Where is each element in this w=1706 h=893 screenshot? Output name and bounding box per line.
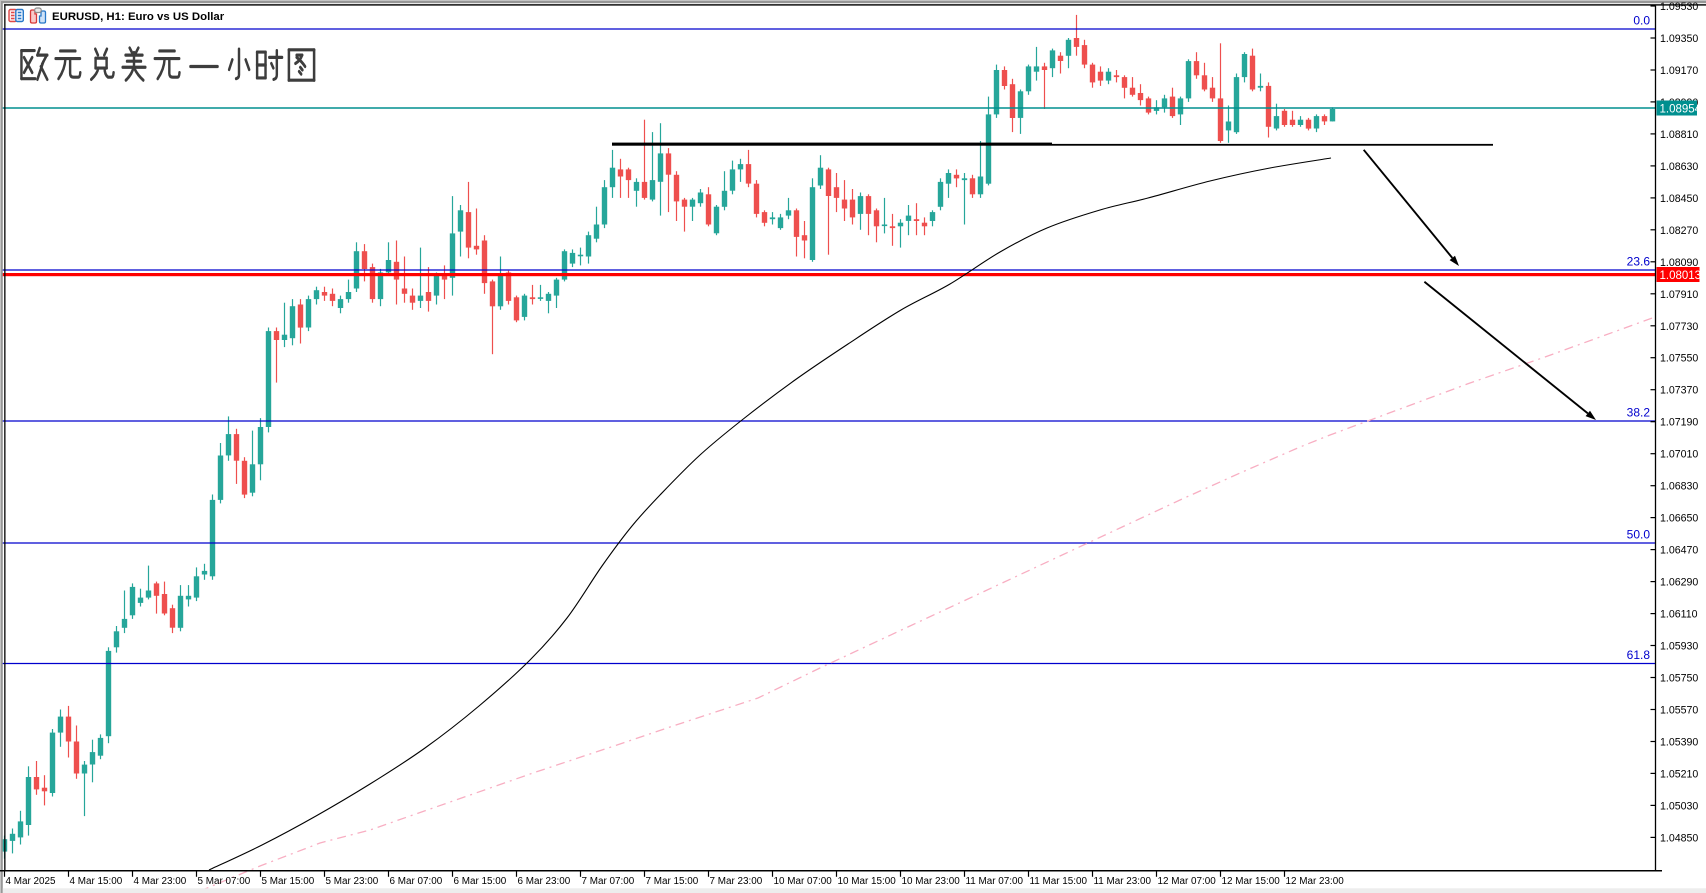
- svg-text:1.08270: 1.08270: [1660, 225, 1698, 237]
- svg-text:50.0: 50.0: [1627, 528, 1651, 542]
- svg-text:23.6: 23.6: [1627, 255, 1651, 269]
- svg-text:1.08450: 1.08450: [1660, 193, 1698, 205]
- svg-text:6 Mar 23:00: 6 Mar 23:00: [518, 876, 571, 887]
- svg-text:1.08810: 1.08810: [1660, 129, 1698, 141]
- svg-text:1.07190: 1.07190: [1660, 417, 1698, 429]
- svg-text:4 Mar 15:00: 4 Mar 15:00: [70, 876, 123, 887]
- svg-text:7 Mar 15:00: 7 Mar 15:00: [646, 876, 699, 887]
- svg-text:1.09170: 1.09170: [1660, 65, 1698, 77]
- svg-text:12 Mar 23:00: 12 Mar 23:00: [1286, 876, 1345, 887]
- svg-text:5 Mar 07:00: 5 Mar 07:00: [198, 876, 251, 887]
- svg-text:10 Mar 23:00: 10 Mar 23:00: [902, 876, 961, 887]
- svg-text:1.06650: 1.06650: [1660, 513, 1698, 525]
- svg-text:1.06290: 1.06290: [1660, 577, 1698, 589]
- svg-text:1.09530: 1.09530: [1660, 1, 1698, 13]
- svg-text:1.07010: 1.07010: [1660, 449, 1698, 461]
- svg-text:1.05930: 1.05930: [1660, 641, 1698, 653]
- svg-text:1.08090: 1.08090: [1660, 257, 1698, 269]
- svg-text:61.8: 61.8: [1627, 648, 1651, 662]
- svg-text:1.06470: 1.06470: [1660, 545, 1698, 557]
- svg-text:1.07730: 1.07730: [1660, 321, 1698, 333]
- svg-text:4 Mar 23:00: 4 Mar 23:00: [134, 876, 187, 887]
- svg-text:1.05390: 1.05390: [1660, 737, 1698, 749]
- svg-text:7 Mar 23:00: 7 Mar 23:00: [710, 876, 763, 887]
- svg-text:0.0: 0.0: [1633, 14, 1650, 28]
- svg-text:10 Mar 07:00: 10 Mar 07:00: [774, 876, 833, 887]
- svg-text:1.08630: 1.08630: [1660, 161, 1698, 173]
- svg-text:1.05570: 1.05570: [1660, 705, 1698, 717]
- svg-text:6 Mar 07:00: 6 Mar 07:00: [390, 876, 443, 887]
- svg-text:1.09350: 1.09350: [1660, 33, 1698, 45]
- svg-text:5 Mar 23:00: 5 Mar 23:00: [326, 876, 379, 887]
- svg-text:1.07550: 1.07550: [1660, 353, 1698, 365]
- svg-text:1.07910: 1.07910: [1660, 289, 1698, 301]
- svg-text:6 Mar 15:00: 6 Mar 15:00: [454, 876, 507, 887]
- svg-text:4 Mar 2025: 4 Mar 2025: [6, 876, 56, 887]
- svg-text:1.07370: 1.07370: [1660, 385, 1698, 397]
- svg-text:12 Mar 15:00: 12 Mar 15:00: [1222, 876, 1281, 887]
- svg-text:1.05030: 1.05030: [1660, 800, 1698, 812]
- svg-text:11 Mar 23:00: 11 Mar 23:00: [1094, 876, 1152, 887]
- svg-text:1.05210: 1.05210: [1660, 768, 1698, 780]
- svg-text:11 Mar 15:00: 11 Mar 15:00: [1030, 876, 1088, 887]
- svg-text:EURUSD, H1: Euro vs US Dollar: EURUSD, H1: Euro vs US Dollar: [52, 11, 225, 23]
- svg-text:1.06830: 1.06830: [1660, 481, 1698, 493]
- svg-text:11 Mar 07:00: 11 Mar 07:00: [966, 876, 1024, 887]
- svg-text:10 Mar 15:00: 10 Mar 15:00: [838, 876, 897, 887]
- svg-text:1.08013: 1.08013: [1660, 270, 1702, 282]
- svg-text:1.06110: 1.06110: [1660, 609, 1698, 621]
- svg-text:12 Mar 07:00: 12 Mar 07:00: [1158, 876, 1217, 887]
- svg-text:1.05750: 1.05750: [1660, 673, 1698, 685]
- svg-text:1.08954: 1.08954: [1660, 103, 1702, 115]
- svg-text:5 Mar 15:00: 5 Mar 15:00: [262, 876, 315, 887]
- svg-text:1.04850: 1.04850: [1660, 832, 1698, 844]
- svg-text:7 Mar 07:00: 7 Mar 07:00: [582, 876, 635, 887]
- svg-text:38.2: 38.2: [1627, 406, 1651, 420]
